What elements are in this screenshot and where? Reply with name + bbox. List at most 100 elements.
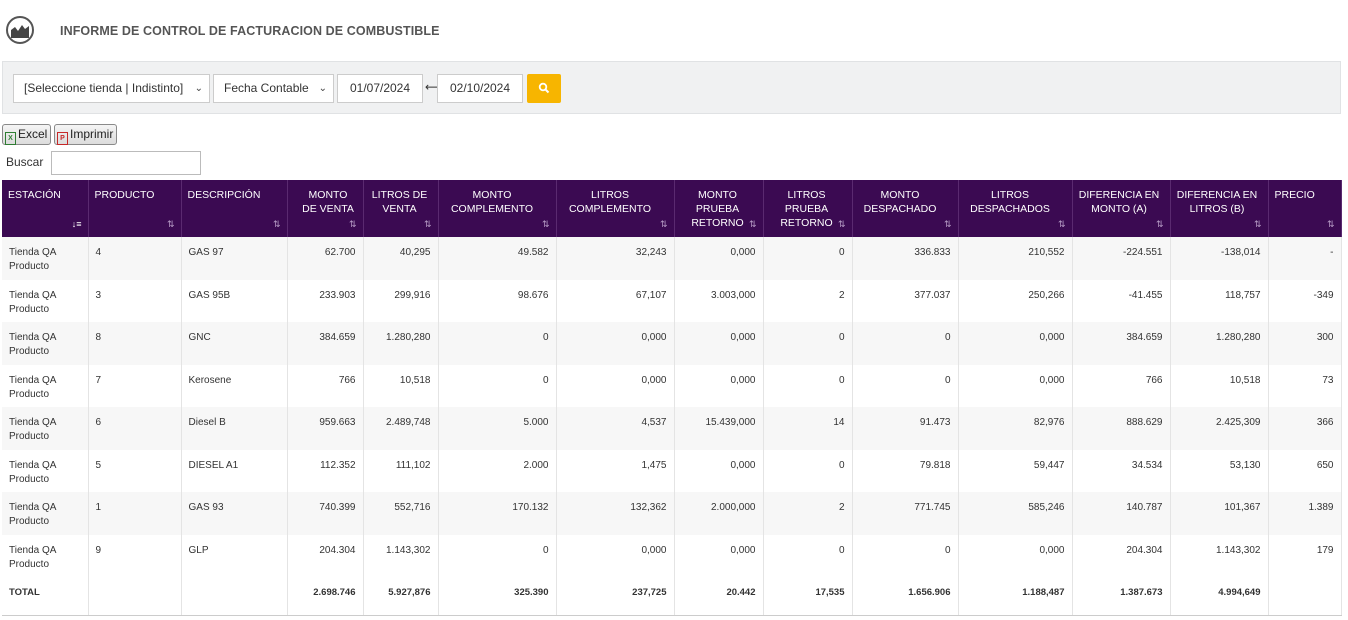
report-table: ESTACIÓN ↓≡ PRODUCTO ⇅ DESCRIPCIÓN ⇅ MONTO … <box>2 180 1342 616</box>
table-cell: 0,000 <box>958 364 1073 407</box>
table-cell: GNC <box>181 322 288 365</box>
sort-icon[interactable]: ⇅ <box>423 219 432 229</box>
table-cell: 0 <box>763 364 853 407</box>
table-cell: 740.399 <box>287 492 364 535</box>
table-cell: Tienda QA Producto <box>2 364 89 407</box>
total-cell <box>181 577 288 616</box>
column-header[interactable]: DESCRIPCIÓN ⇅ <box>181 180 288 237</box>
table-cell: 377.037 <box>852 279 959 322</box>
excel-button-label: Excel <box>18 127 48 141</box>
column-header[interactable]: MONTO DESPACHADO ⇅ <box>852 180 959 237</box>
column-header-label: MONTO DESPACHADO <box>863 189 937 215</box>
sort-icon[interactable]: ⇅ <box>748 219 757 229</box>
table-cell: 0 <box>763 237 853 280</box>
table-cell: 0 <box>763 534 853 577</box>
sort-icon[interactable]: ⇅ <box>659 219 668 229</box>
table-cell: 10,518 <box>1170 364 1269 407</box>
table-cell: Tienda QA Producto <box>2 237 89 280</box>
table-cell: 0 <box>852 364 959 407</box>
column-header[interactable]: PRODUCTO ⇅ <box>88 180 182 237</box>
table-cell: 62.700 <box>287 237 364 280</box>
table-cell: 118,757 <box>1170 279 1269 322</box>
table-cell: 0,000 <box>674 237 764 280</box>
print-button[interactable]: P Imprimir <box>54 124 118 145</box>
column-header-label: DIFERENCIA EN MONTO (A) <box>1078 189 1160 215</box>
sort-icon[interactable]: ⇅ <box>272 219 281 229</box>
column-header-label: PRODUCTO <box>94 189 155 201</box>
table-cell: 0 <box>438 534 557 577</box>
table-cell: 0 <box>852 322 959 365</box>
chevron-down-icon: ⌄ <box>194 83 203 94</box>
table-cell: 300 <box>1268 322 1342 365</box>
excel-button[interactable]: X Excel <box>2 124 52 145</box>
table-cell: 250,266 <box>958 279 1073 322</box>
sort-icon[interactable]: ⇅ <box>1155 219 1164 229</box>
column-header[interactable]: MONTO PRUEBA RETORNO ⇅ <box>674 180 764 237</box>
column-header[interactable]: DIFERENCIA EN MONTO (A) ⇅ <box>1072 180 1171 237</box>
column-header-label: LITROS DE VENTA <box>371 189 428 215</box>
date-type-select[interactable]: Fecha Contable ⌄ <box>213 74 334 103</box>
table-cell: 650 <box>1268 449 1342 492</box>
total-cell: 4.994,649 <box>1170 577 1269 616</box>
table-cell: 32,243 <box>556 237 675 280</box>
table-cell: GAS 97 <box>181 237 288 280</box>
column-header-label: DIFERENCIA EN LITROS (B) <box>1176 189 1258 215</box>
column-header[interactable]: LITROS COMPLEMENTO ⇅ <box>556 180 675 237</box>
search-icon <box>538 82 550 94</box>
sort-icon[interactable]: ⇅ <box>166 219 175 229</box>
date-from-input[interactable]: 01/07/2024 <box>337 74 423 103</box>
chevron-down-icon: ⌄ <box>318 83 327 94</box>
column-header[interactable]: MONTO DE VENTA ⇅ <box>287 180 364 237</box>
table-cell: Tienda QA Producto <box>2 534 89 577</box>
sort-icon[interactable]: ⇅ <box>541 219 550 229</box>
table-cell: 0 <box>438 322 557 365</box>
sort-icon[interactable]: ⇅ <box>943 219 952 229</box>
table-cell: 132,362 <box>556 492 675 535</box>
column-header[interactable]: ESTACIÓN ↓≡ <box>2 180 89 237</box>
table-cell: 0,000 <box>556 534 675 577</box>
total-cell: 20.442 <box>674 577 764 616</box>
store-select[interactable]: [Seleccione tienda | Indistinto] ⌄ <box>13 74 210 103</box>
table-cell: 14 <box>763 407 853 450</box>
table-row: Tienda QA Producto 8 GNC 384.659 1.280,280 0 0… <box>2 322 1342 365</box>
excel-icon: X <box>5 132 16 145</box>
sort-icon[interactable]: ⇅ <box>837 219 846 229</box>
sort-icon[interactable]: ⇅ <box>1057 219 1066 229</box>
search-input[interactable] <box>51 151 201 175</box>
total-cell: 1.656.906 <box>852 577 959 616</box>
table-cell: Tienda QA Producto <box>2 407 89 450</box>
table-cell: 2.000,000 <box>674 492 764 535</box>
search-button[interactable] <box>527 74 561 103</box>
table-cell: 0 <box>438 364 557 407</box>
table-cell: 0,000 <box>556 322 675 365</box>
table-cell: -41.455 <box>1072 279 1171 322</box>
column-header[interactable]: LITROS DESPACHADOS ⇅ <box>958 180 1073 237</box>
sort-icon[interactable]: ⇅ <box>1326 219 1335 229</box>
table-header-row: ESTACIÓN ↓≡ PRODUCTO ⇅ DESCRIPCIÓN ⇅ MONTO … <box>2 180 1342 237</box>
table-cell: 0,000 <box>958 534 1073 577</box>
page-title: INFORME DE CONTROL DE FACTURACION DE COM… <box>60 24 440 38</box>
column-header[interactable]: DIFERENCIA EN LITROS (B) ⇅ <box>1170 180 1269 237</box>
date-to-input[interactable]: 02/10/2024 <box>437 74 523 103</box>
column-header[interactable]: LITROS PRUEBA RETORNO ⇅ <box>763 180 853 237</box>
table-cell: 771.745 <box>852 492 959 535</box>
table-cell: 585,246 <box>958 492 1073 535</box>
sort-icon[interactable]: ⇅ <box>348 219 357 229</box>
column-header[interactable]: MONTO COMPLEMENTO ⇅ <box>438 180 557 237</box>
column-header-label: LITROS COMPLEMENTO <box>568 189 652 215</box>
total-cell: TOTAL <box>2 577 89 616</box>
sort-asc-icon[interactable]: ↓≡ <box>71 219 82 229</box>
table-cell: 67,107 <box>556 279 675 322</box>
table-cell: 4,537 <box>556 407 675 450</box>
total-cell: 2.698.746 <box>287 577 364 616</box>
table-cell: Tienda QA Producto <box>2 322 89 365</box>
table-cell: 2 <box>763 279 853 322</box>
column-header[interactable]: LITROS DE VENTA ⇅ <box>363 180 439 237</box>
pdf-icon: P <box>57 132 68 145</box>
table-cell: GAS 95B <box>181 279 288 322</box>
sort-icon[interactable]: ⇅ <box>1253 219 1262 229</box>
table-cell: 0,000 <box>674 364 764 407</box>
table-cell: -224.551 <box>1072 237 1171 280</box>
table-cell: 204.304 <box>1072 534 1171 577</box>
column-header[interactable]: PRECIO ⇅ <box>1268 180 1342 237</box>
